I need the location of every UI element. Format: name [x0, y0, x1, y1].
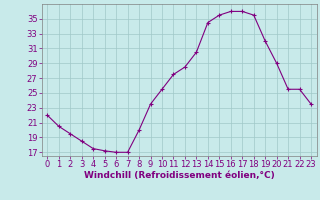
X-axis label: Windchill (Refroidissement éolien,°C): Windchill (Refroidissement éolien,°C) — [84, 171, 275, 180]
